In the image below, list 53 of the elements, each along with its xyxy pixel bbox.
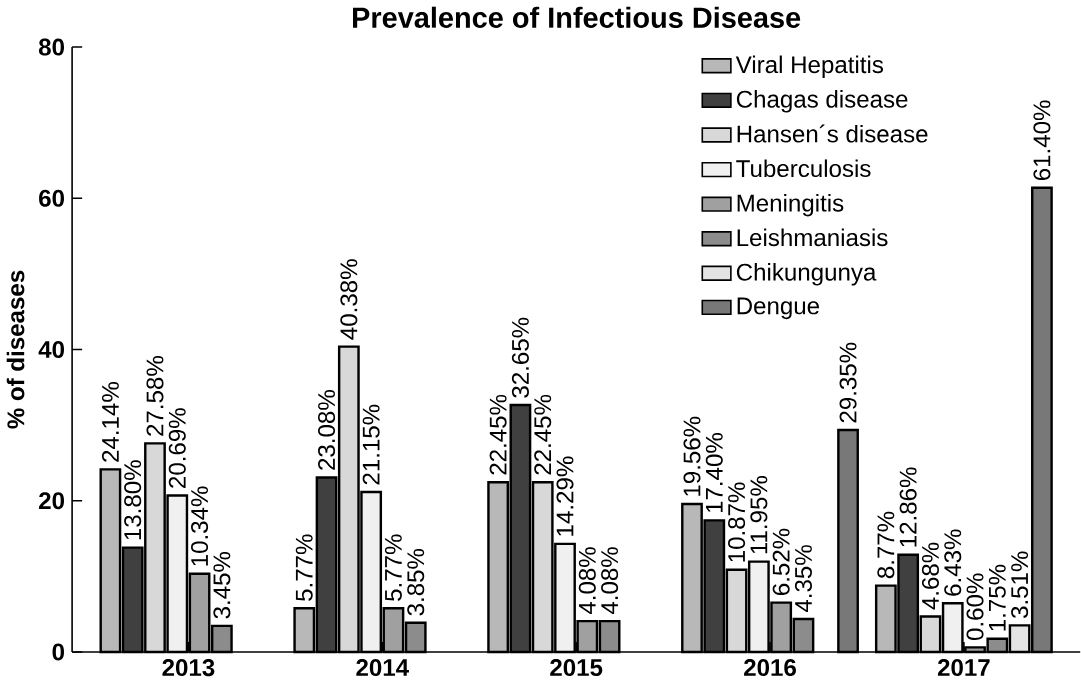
y-tick-label: 0	[52, 643, 65, 661]
data-label: 13.80%	[124, 460, 142, 540]
data-label: 12.86%	[899, 467, 917, 547]
x-tick-label: 2016	[744, 659, 796, 677]
data-label: 20.69%	[168, 408, 186, 488]
data-label: 6.43%	[944, 529, 962, 596]
data-label: 21.15%	[362, 404, 380, 485]
data-label: 8.77%	[877, 511, 895, 579]
data-label: 5.77%	[384, 534, 402, 601]
data-label: 19.56%	[683, 416, 701, 496]
y-tick-label: 40	[38, 341, 65, 359]
data-label: 1.75%	[988, 564, 1006, 631]
data-label: 14.29%	[556, 456, 574, 536]
legend-label: Chikungunya	[736, 263, 877, 286]
data-label: 40.38%	[340, 259, 358, 340]
data-label: 22.45%	[489, 394, 507, 475]
data-label: 4.08%	[601, 547, 619, 615]
legend-label: Dengue	[737, 297, 820, 320]
legend-label: Viral Hepatitis	[735, 55, 884, 79]
y-tick-label: 60	[39, 189, 65, 207]
data-label: 23.08%	[318, 390, 336, 470]
data-label: 6.52%	[772, 528, 790, 596]
data-label: 17.40%	[705, 433, 723, 513]
legend-label: Hansen´s disease	[737, 124, 928, 143]
data-label: 24.14%	[101, 382, 119, 462]
legend-label: Tuberculosis	[736, 159, 871, 178]
data-label: 4.08%	[578, 547, 596, 615]
data-label: 4.68%	[921, 542, 939, 610]
chart-title: Prevalence of Infectious Disease	[353, 6, 801, 28]
legend-label: Leishmaniasis	[737, 228, 888, 247]
y-tick-label: 80	[38, 38, 65, 56]
data-label: 4.35%	[794, 545, 812, 613]
data-label: 32.65%	[511, 317, 529, 398]
data-label: 22.45%	[534, 394, 552, 475]
x-tick-label: 2013	[162, 659, 215, 677]
data-label: 3.51%	[1011, 551, 1029, 619]
data-label: 10.34%	[191, 486, 209, 566]
data-label: 10.87%	[728, 482, 746, 562]
data-label: 61.40%	[1033, 100, 1051, 181]
data-label: 3.45%	[213, 552, 231, 619]
x-tick-label: 2015	[550, 659, 603, 677]
data-label: 11.95%	[750, 476, 768, 554]
y-tick-label: 20	[39, 492, 65, 510]
data-label: 5.77%	[295, 534, 313, 601]
data-label: 0.60%	[966, 573, 984, 641]
x-tick-label: 2014	[356, 659, 409, 677]
x-tick-label: 2017	[937, 659, 990, 677]
y-axis-title: % of diseases	[6, 270, 25, 429]
data-label: 3.85%	[407, 549, 425, 616]
data-label: 29.35%	[839, 342, 857, 423]
legend-label: Chagas disease	[736, 90, 908, 113]
data-label: 27.58%	[146, 356, 164, 436]
legend-label: Meningitis	[737, 194, 844, 217]
